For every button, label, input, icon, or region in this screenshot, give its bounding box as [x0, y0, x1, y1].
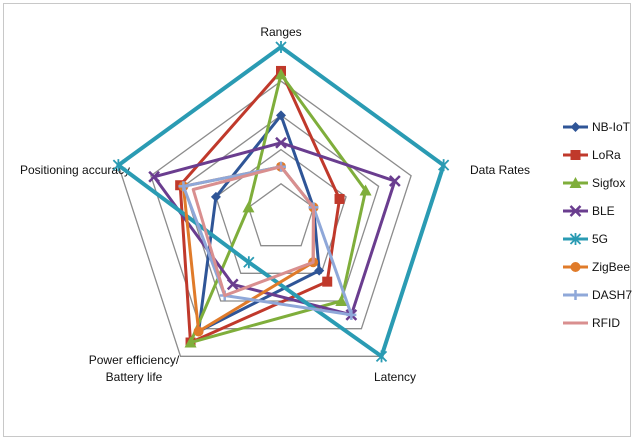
- legend-marker: [569, 177, 582, 188]
- axis-label-5: Positioning accuracy: [20, 163, 130, 177]
- legend-marker: [570, 122, 581, 132]
- data-point: [276, 110, 286, 121]
- series-sigfox: [184, 68, 372, 348]
- legend-label: NB-IoT: [592, 120, 631, 134]
- legend-item: BLE: [563, 204, 615, 218]
- legend: NB-IoT LoRa Sigfox BLE 5G ZigBee DASH7 RFID: [563, 120, 632, 330]
- data-point: [148, 170, 161, 183]
- data-point: [335, 295, 348, 307]
- data-point: [314, 265, 325, 276]
- data-point: [375, 350, 388, 363]
- axis-label-1: Ranges: [260, 25, 301, 39]
- legend-item: Sigfox: [563, 176, 625, 190]
- legend-marker: [570, 262, 581, 272]
- axis-label-3: Latency: [374, 370, 416, 384]
- data-point: [178, 181, 189, 192]
- legend-item: LoRa: [563, 148, 621, 162]
- data-point: [322, 276, 333, 287]
- legend-item: RFID: [563, 316, 620, 330]
- legend-item: 5G: [563, 232, 608, 246]
- data-point: [112, 159, 125, 172]
- grid-ring-1: [247, 182, 315, 247]
- series-5g: [112, 41, 450, 363]
- series-rfid: [191, 165, 315, 297]
- legend-marker: [569, 233, 582, 245]
- series-line: [189, 72, 368, 344]
- data-point: [388, 175, 401, 187]
- data-point: [193, 326, 204, 337]
- data-point: [243, 256, 255, 269]
- axis-label-2: Data Rates: [470, 163, 530, 177]
- data-point: [346, 309, 357, 320]
- data-point: [359, 184, 372, 196]
- data-point: [275, 41, 287, 53]
- legend-item: NB-IoT: [563, 120, 631, 134]
- data-point: [275, 136, 287, 149]
- legend-label: Sigfox: [592, 176, 625, 190]
- legend-marker: [569, 205, 582, 217]
- data-point: [226, 278, 239, 291]
- data-point: [184, 336, 197, 348]
- data-point: [210, 191, 221, 202]
- legend-marker: [570, 150, 581, 160]
- legend-marker: [570, 290, 581, 300]
- legend-label: LoRa: [592, 148, 621, 162]
- legend-label: RFID: [592, 316, 620, 330]
- legend-item: DASH7: [563, 288, 632, 302]
- data-point: [437, 159, 450, 172]
- series-line: [152, 141, 397, 317]
- data-point: [334, 193, 345, 204]
- data-point: [275, 68, 287, 80]
- series-line: [116, 45, 446, 359]
- legend-item: ZigBee: [563, 260, 630, 274]
- legend-label: DASH7: [592, 288, 632, 302]
- grid-ring-4: [150, 80, 412, 330]
- series-line: [191, 165, 315, 297]
- legend-label: ZigBee: [592, 260, 630, 274]
- legend-label: 5G: [592, 232, 608, 246]
- data-point: [242, 201, 255, 213]
- legend-label: BLE: [592, 204, 615, 218]
- axis-label-4: Power efficiency/Battery life: [89, 353, 180, 384]
